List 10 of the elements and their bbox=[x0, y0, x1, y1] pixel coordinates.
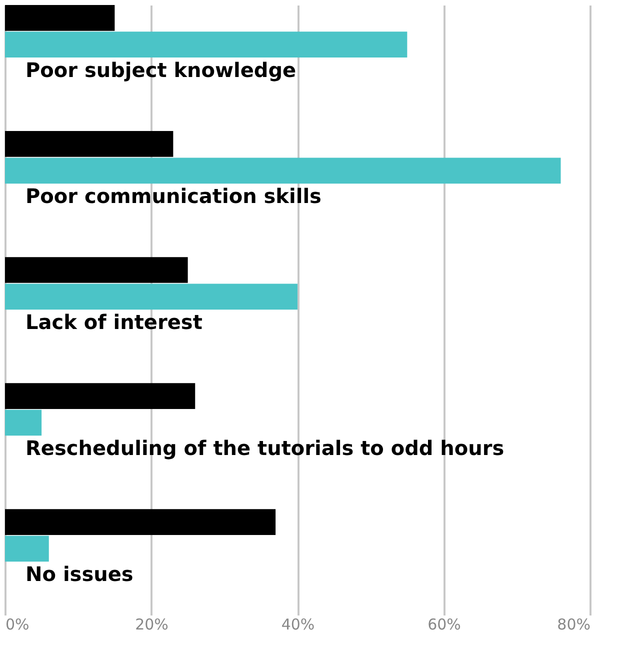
y-tick-label: Lack of interest bbox=[26, 310, 203, 334]
y-tick-label: Poor communication skills bbox=[26, 184, 322, 208]
x-tick-label: 60% bbox=[428, 616, 461, 634]
x-tick-label: 20% bbox=[135, 616, 168, 634]
y-tick-label: Poor subject knowledge bbox=[26, 58, 296, 82]
y-tick-label: Rescheduling of the tutorials to odd hours bbox=[26, 436, 504, 460]
y-tick-label: No issues bbox=[26, 562, 134, 586]
x-tick-label: 0% bbox=[6, 616, 30, 634]
x-tick-label: 80% bbox=[557, 616, 590, 634]
x-tick-label: 40% bbox=[281, 616, 315, 634]
